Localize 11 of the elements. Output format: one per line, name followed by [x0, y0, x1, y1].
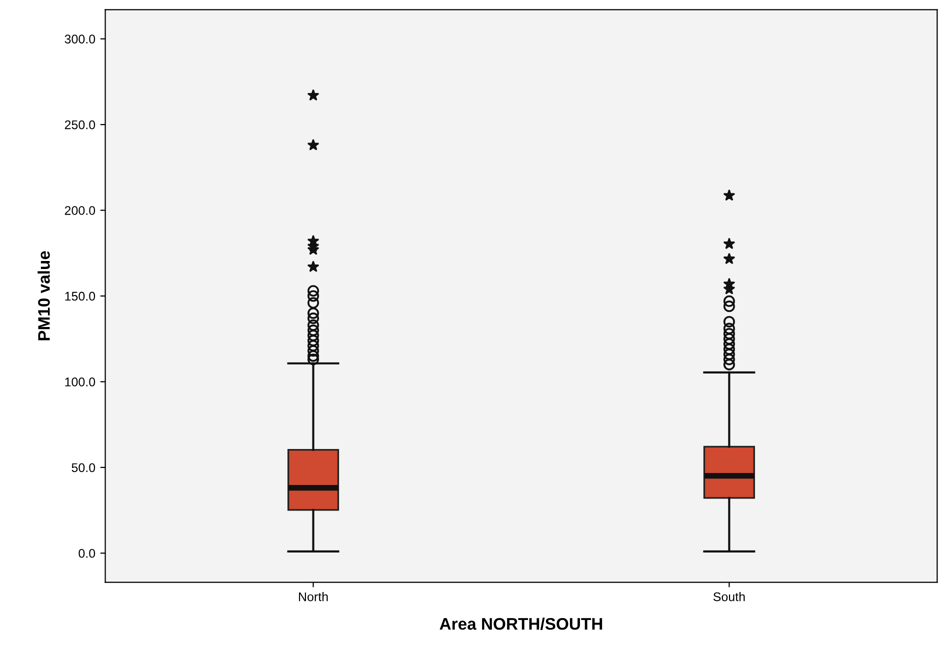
x-tick-label: South [713, 592, 745, 602]
y-tick-label: 50.0 [72, 463, 96, 472]
y-tick-label: 200.0 [64, 206, 96, 215]
y-tick-label: 100.0 [65, 378, 96, 386]
x-axis-title: Area NORTH/SOUTH [440, 618, 602, 630]
y-tick-label: 150.0 [65, 292, 96, 301]
y-tick-label: 300.0 [64, 34, 96, 44]
y-tick-label: 250.0 [64, 120, 96, 130]
y-axis-title: PM10 value [38, 251, 50, 340]
x-tick-label: North [299, 592, 328, 602]
y-tick-label: 0.0 [78, 548, 96, 558]
